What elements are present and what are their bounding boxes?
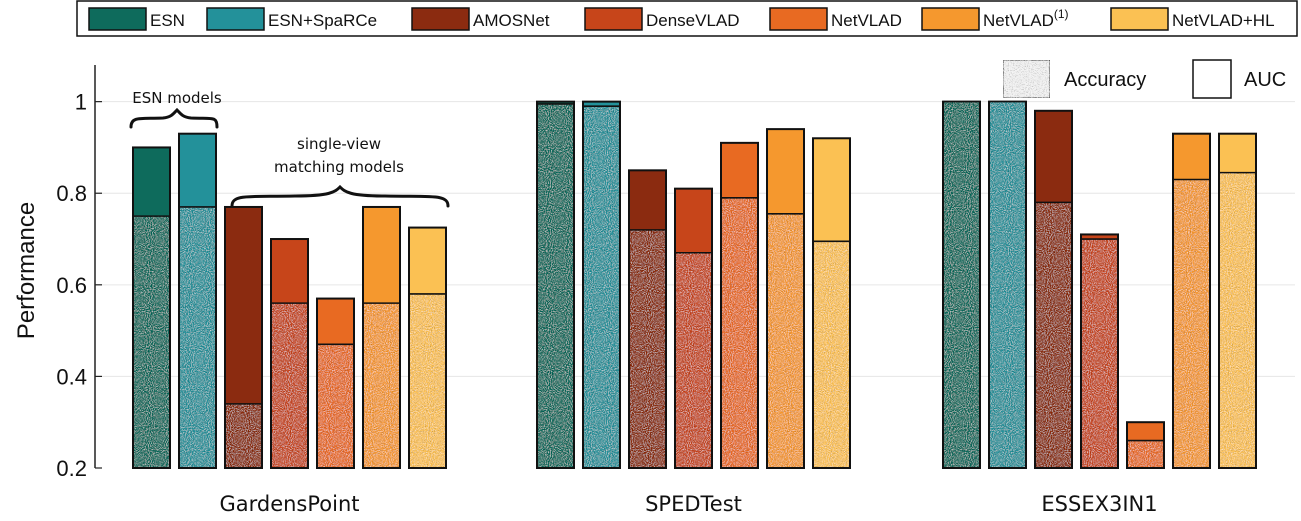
annotation-esn-models: ESN models — [132, 89, 222, 107]
legend-swatch — [584, 7, 643, 31]
bar-accuracy — [134, 216, 169, 467]
bar-accuracy — [722, 197, 757, 467]
legend-label-accuracy: Accuracy — [1064, 69, 1146, 91]
y-tick-label: 0.4 — [56, 364, 87, 389]
bar-accuracy — [1036, 202, 1071, 468]
y-tick-label: 0.8 — [56, 181, 87, 206]
legend-label: DenseVLAD — [646, 11, 740, 30]
bar-accuracy — [630, 229, 665, 467]
bar-accuracy — [768, 213, 803, 467]
x-category-label: ESSEX3IN1 — [1041, 492, 1157, 516]
brace-single-view — [230, 184, 450, 208]
legend-box — [76, 0, 1298, 37]
x-category-label: GardensPoint — [219, 492, 359, 516]
legend: Accuracy AUC ESN ESN+SpaRCe AMOSNet DenseVLAD… — [76, 0, 1298, 99]
bars — [132, 100, 1257, 470]
legend-label: ESN+SpaRCe — [268, 11, 377, 30]
axes: 0.2 0.4 0.6 0.8 1 Performance GardensPoint SPED… — [13, 65, 1158, 516]
legend-label-auc: AUC — [1244, 69, 1286, 91]
bar-accuracy — [990, 101, 1025, 468]
brace-esn-models — [129, 107, 219, 129]
legend-swatch — [769, 7, 828, 31]
bar-accuracy — [226, 403, 261, 467]
annotation-single-view-line: matching models — [274, 158, 404, 176]
legend-label: ESN — [150, 11, 185, 30]
legend-swatch-accuracy — [1002, 59, 1051, 99]
legend-label: NetVLAD+HL — [1172, 11, 1275, 30]
legend-label: NetVLAD(1) — [983, 7, 1069, 30]
legend-swatch — [411, 7, 470, 31]
y-tick-label: 0.6 — [56, 273, 87, 298]
bar-accuracy — [364, 303, 399, 467]
legend-swatch — [1110, 7, 1169, 31]
y-tick-label: 0.2 — [56, 456, 87, 481]
bar-accuracy — [944, 101, 979, 468]
bar-accuracy — [1082, 239, 1117, 467]
legend-label-superscript: (1) — [1054, 7, 1069, 21]
bar-accuracy — [1128, 440, 1163, 467]
legend-swatch-auc — [1192, 59, 1232, 99]
legend-label-base: NetVLAD — [983, 11, 1054, 30]
bar-accuracy — [1220, 172, 1255, 467]
bar-accuracy — [272, 303, 307, 467]
y-tick-label: 1 — [75, 90, 87, 115]
legend-swatch — [206, 7, 265, 31]
annotations: ESN models single-view matching models — [129, 89, 450, 208]
bar-accuracy — [676, 252, 711, 467]
bar-accuracy — [318, 344, 353, 467]
bar-accuracy — [584, 106, 619, 467]
bar-accuracy — [410, 293, 445, 467]
y-axis-title: Performance — [13, 202, 40, 339]
bar-accuracy — [1174, 179, 1209, 467]
legend-label: AMOSNet — [473, 11, 550, 30]
bar-accuracy — [814, 241, 849, 467]
bar-accuracy — [180, 206, 215, 467]
bar-accuracy — [538, 103, 573, 467]
legend-swatch — [921, 7, 980, 31]
legend-swatch — [88, 7, 147, 31]
annotation-single-view-line: single-view — [297, 135, 381, 153]
x-category-label: SPEDTest — [645, 492, 742, 516]
legend-label: NetVLAD — [831, 11, 902, 30]
